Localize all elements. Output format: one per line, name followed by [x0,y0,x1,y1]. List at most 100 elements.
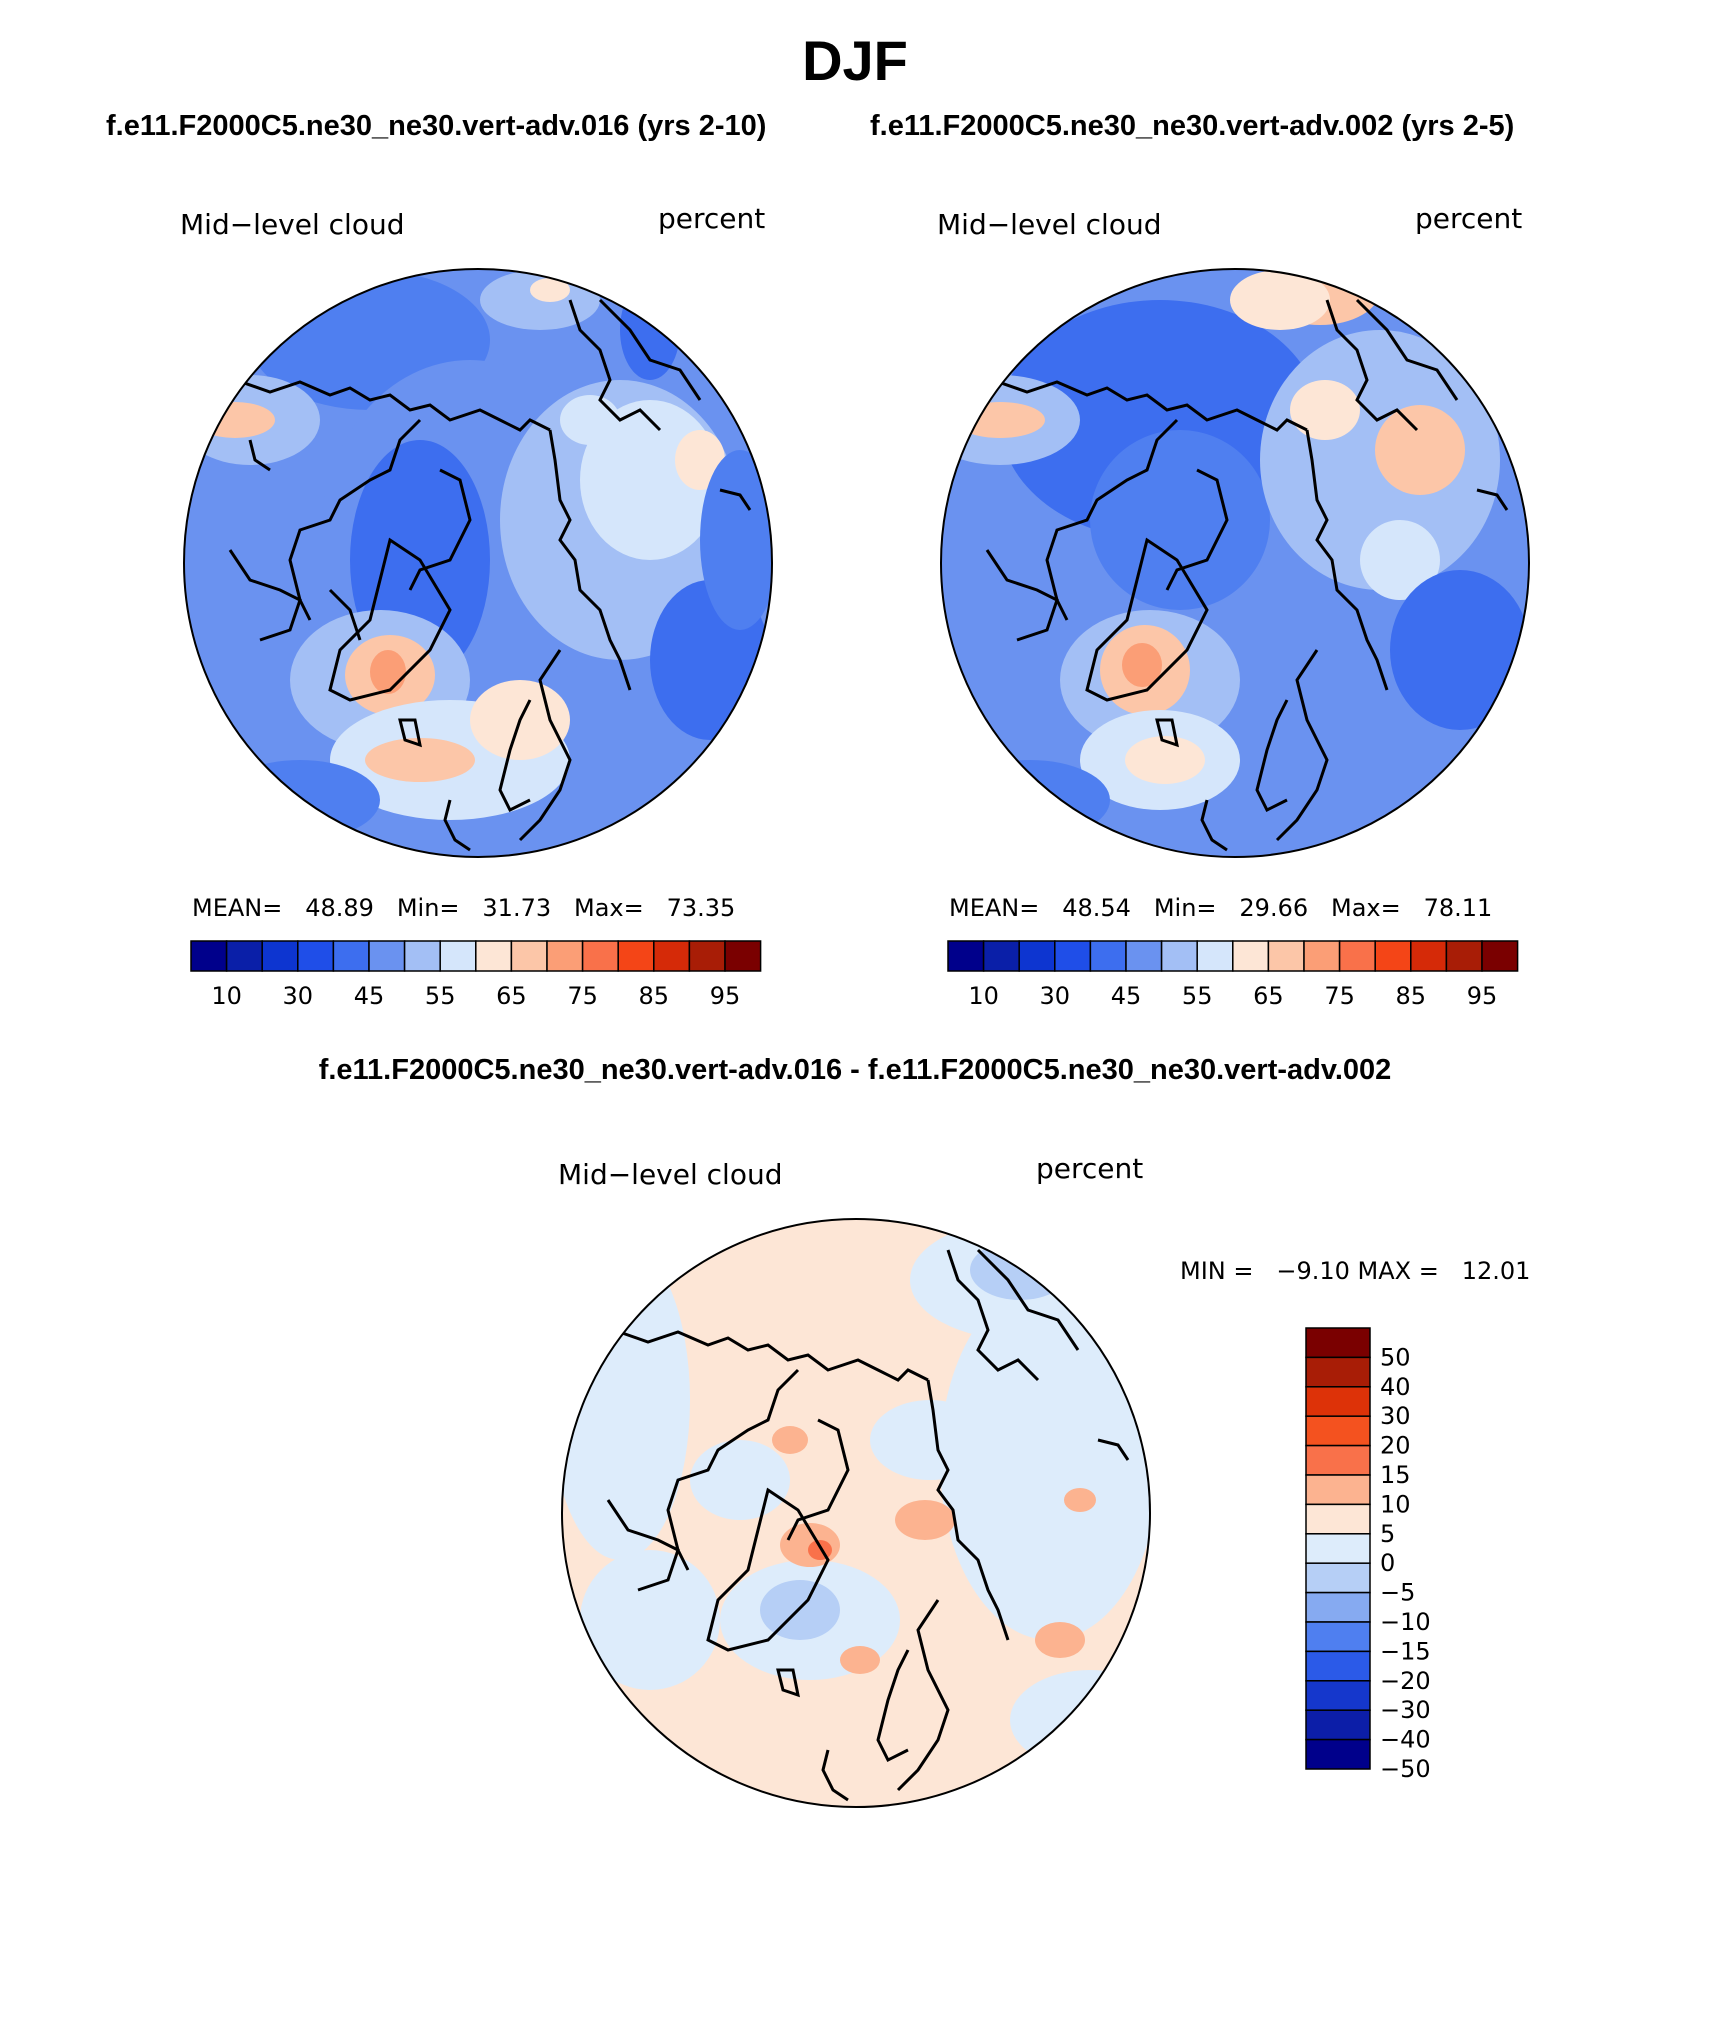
panel-b-contour-field [941,269,1529,857]
panel-a-colorbar-box [653,940,691,972]
map-panel-case-b: Mid−level cloud percent [937,202,1530,1010]
panel-a-colorbar-tick-label: 95 [710,982,741,1010]
panel-a-colorbar-box [439,940,477,972]
panel-b-colorbar-tick-label: 85 [1396,982,1427,1010]
panel-b-colorbar-labels: 10 30 45 55 65 75 85 95 [968,982,1497,1010]
diff-contour-field [562,1219,1150,1807]
panel-b-colorbar-boxes [947,940,1519,972]
diff-colorbar-tick-label: −15 [1380,1637,1431,1665]
panel-a-colorbar-box [475,940,513,972]
diff-colorbar-box [1305,1738,1371,1770]
panel-a-colorbar-tick-label: 30 [283,982,314,1010]
panel-a-colorbar-box [581,940,619,972]
diff-stats: MIN = −9.10 MAX = 12.01 [1180,1257,1530,1285]
panel-a-colorbar-boxes [190,940,762,972]
panel-a-colorbar-box [332,940,370,972]
panel-b-colorbar-box [1267,940,1305,972]
panel-a-colorbar-tick-label: 85 [639,982,670,1010]
panel-a-colorbar-box [688,940,726,972]
diff-colorbar-tick-label: −5 [1380,1579,1415,1607]
diff-colorbar-box [1305,1386,1371,1417]
panel-b-colorbar-tick-label: 75 [1324,982,1355,1010]
panel-b-colorbar-box [1196,940,1234,972]
panel-a-colorbar-box [225,940,263,972]
panel-b-colorbar-box [1445,940,1483,972]
diff-colorbar-tick-label: 50 [1380,1343,1411,1371]
diff-colorbar-box [1305,1680,1371,1711]
panel-b-colorbar-box [1125,940,1163,972]
panel-b-colorbar-box [982,940,1020,972]
panel-b-colorbar-box [1303,940,1341,972]
panel-a-colorbar-box [261,940,299,972]
diff-colorbar-tick-label: 20 [1380,1432,1411,1460]
panel-a-colorbar-tick-label: 65 [496,982,527,1010]
panel-b-colorbar-tick-label: 30 [1040,982,1071,1010]
diff-colorbar-box [1305,1650,1371,1682]
panel-a-colorbar-tick-label: 10 [211,982,242,1010]
diff-variable-label: Mid−level cloud [558,1158,782,1191]
panel-a-colorbar-tick-label: 75 [567,982,598,1010]
diff-colorbar-tick-label: −20 [1380,1667,1431,1695]
panel-a-units-label: percent [658,202,765,235]
panel-a-colorbar-labels: 10 30 45 55 65 75 85 95 [211,982,740,1010]
diff-colorbar-box [1305,1327,1371,1359]
diff-colorbar-box [1305,1533,1371,1564]
diff-colorbar-tick-label: −10 [1380,1608,1431,1636]
figure-title: DJF [802,29,908,92]
panel-b-colorbar-tick-label: 45 [1111,982,1142,1010]
panel-a-colorbar: 10 30 45 55 65 75 85 95 [190,940,762,1010]
panel-a-colorbar-box [297,940,335,972]
panel-b-colorbar-box [1018,940,1056,972]
panel-a-colorbar-box [190,940,228,972]
map-panel-case-a: Mid−level cloud percent [180,202,773,1010]
panel-b-units-label: percent [1415,202,1522,235]
diff-colorbar-tick-label: 40 [1380,1373,1411,1401]
panel-a-colorbar-box [546,940,584,972]
map-panel-difference: Mid−level cloud percent [558,1152,1530,1808]
panel-b-colorbar-box [1160,940,1198,972]
diff-colorbar-box [1305,1621,1371,1653]
diff-colorbar-box [1305,1356,1371,1388]
diff-colorbar-tick-label: 30 [1380,1402,1411,1430]
panel-b-colorbar-box [1481,940,1519,972]
panel-b-colorbar-tick-label: 55 [1182,982,1213,1010]
panel-a-colorbar-box [510,940,548,972]
diff-coastlines [567,1248,1130,1802]
panel-a-colorbar-tick-label: 55 [425,982,456,1010]
diff-colorbar-tick-label: 0 [1380,1549,1395,1577]
diff-colorbar-box [1305,1709,1371,1741]
panel-b-colorbar-box [1374,940,1412,972]
panel-b-colorbar-box [947,940,985,972]
panel-a-coastlines [189,298,752,852]
panel-b-colorbar-box [1054,940,1092,972]
panel-a-colorbar-box [617,940,655,972]
diff-colorbar-box [1305,1474,1371,1506]
diff-colorbar-box [1305,1503,1371,1535]
panel-b-map-boundary [940,268,1530,858]
diff-colorbar-box [1305,1591,1371,1623]
panel-b-colorbar-box [1232,940,1270,972]
diff-colorbar-box [1305,1444,1371,1476]
panel-b-colorbar-box [1089,940,1127,972]
panel-b-colorbar-box [1410,940,1448,972]
panel-b-colorbar-tick-label: 10 [968,982,999,1010]
difference-title: f.e11.F2000C5.ne30_ne30.vert-adv.016 - f… [318,1054,1392,1086]
panel-b-stats: MEAN= 48.54 Min= 29.66 Max= 78.11 [949,894,1492,922]
panel-b-variable-label: Mid−level cloud [937,208,1161,241]
panel-a-colorbar-tick-label: 45 [354,982,385,1010]
diff-colorbar-tick-label: 10 [1380,1490,1411,1518]
panel-a-variable-label: Mid−level cloud [180,208,404,241]
diff-colorbar-tick-label: 5 [1380,1520,1395,1548]
diff-colorbar-boxes [1305,1327,1371,1770]
panel-a-map-boundary [183,268,773,858]
panel-a-stats: MEAN= 48.89 Min= 31.73 Max= 73.35 [192,894,735,922]
panel-b-colorbar-tick-label: 95 [1467,982,1498,1010]
diff-colorbar-tick-label: −50 [1380,1755,1431,1783]
case-a-title: f.e11.F2000C5.ne30_ne30.vert-adv.016 (yr… [106,110,767,142]
diff-units-label: percent [1036,1152,1143,1185]
panel-b-colorbar-box [1338,940,1376,972]
panel-a-contour-field [184,269,772,857]
